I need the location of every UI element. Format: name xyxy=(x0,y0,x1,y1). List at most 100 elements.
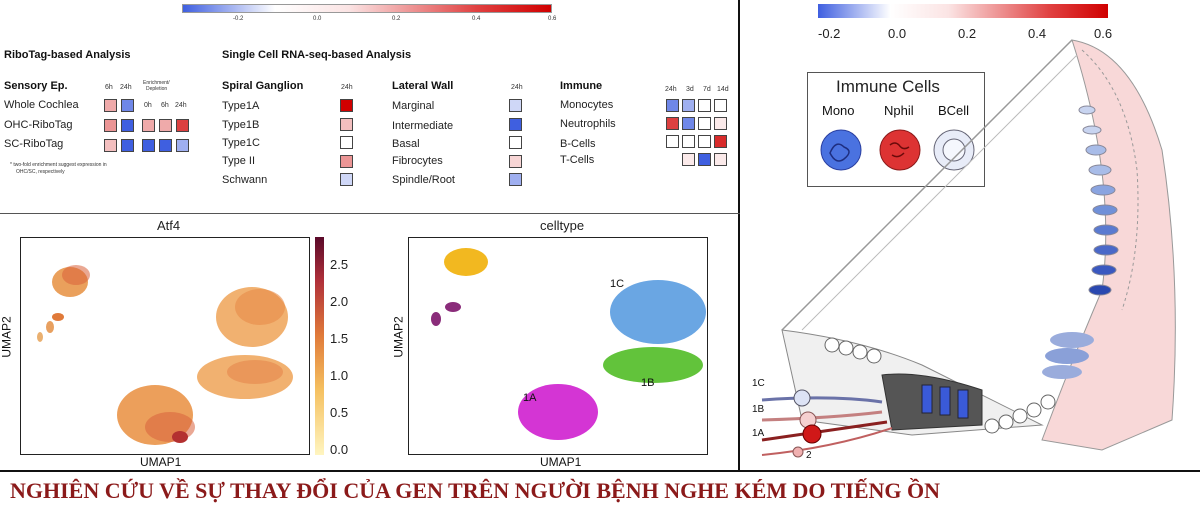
hm-cb-tick: -0.2 xyxy=(233,16,244,22)
cochlea-panel: -0.2 0.0 0.2 0.4 0.6 Immune Cells Mono N… xyxy=(742,0,1200,470)
heatmap-cell xyxy=(666,117,679,130)
heatmap-cell xyxy=(698,117,711,130)
scrna-title: Single Cell RNA-seq-based Analysis xyxy=(222,49,412,61)
hm-cb-tick: 0.6 xyxy=(548,16,557,22)
neuron-label-1b: 1B xyxy=(752,404,765,415)
heatmap-cell xyxy=(159,139,172,152)
hm-cb-tick: 0.2 xyxy=(392,16,401,22)
heatmap-cell xyxy=(104,99,117,112)
spiral-col: 24h xyxy=(341,84,353,91)
celltype-cluster xyxy=(444,248,488,276)
immune-col: 24h xyxy=(665,86,677,93)
celltype-ylabel: UMAP2 xyxy=(391,316,406,358)
atf4-cb-tick: 0.5 xyxy=(330,405,349,420)
heatmap-cell xyxy=(682,117,695,130)
heatmap-cell xyxy=(682,153,695,166)
spiral-row: Type1A xyxy=(222,100,260,112)
heatmap-cell xyxy=(509,99,522,112)
celltype-cluster xyxy=(518,384,598,440)
heatmap-cell xyxy=(698,153,711,166)
immune-legend-title: Immune Cells xyxy=(836,77,940,96)
atf4-cluster xyxy=(197,355,293,399)
umap-celltype-points xyxy=(431,248,706,440)
lateral-row: Marginal xyxy=(392,100,435,112)
celltype-cluster xyxy=(445,302,461,312)
immune-col: 14d xyxy=(717,86,729,93)
atf4-cb-tick: 2.5 xyxy=(330,257,349,272)
heatmap-cell xyxy=(340,136,353,150)
monocyte-icon xyxy=(820,129,862,171)
legend-cell-icons xyxy=(820,129,975,171)
cochlea-cb-tick: 0.0 xyxy=(888,26,907,41)
atf4-cluster xyxy=(37,265,90,342)
lateral-col: 24h xyxy=(511,84,523,91)
panel-divider xyxy=(738,0,740,470)
umap-atf4: Atf4 2.5 2.0 1.5 1.0 0.5 0.0 UMAP1 UMAP2 xyxy=(0,215,370,470)
cluster-label-1a: 1A xyxy=(523,392,537,404)
immune-row: Monocytes xyxy=(560,99,614,111)
cell-column xyxy=(1078,105,1119,296)
heatmap-cell xyxy=(176,119,189,132)
heatmap-cell xyxy=(509,154,522,168)
heatmap-cell xyxy=(682,99,695,112)
heatmap-cell xyxy=(104,119,117,132)
sensory-col-24h: 24h xyxy=(120,84,132,91)
cluster-label-1c: 1C xyxy=(610,278,625,290)
neuron-label-1c: 1C xyxy=(752,378,765,389)
atf4-cluster xyxy=(117,385,195,445)
heatmap-cell xyxy=(714,153,727,166)
sensory-footnote: OHC/SC, respectively xyxy=(16,169,65,175)
neuron-fibers xyxy=(761,389,893,458)
heatmap-cell xyxy=(159,119,172,132)
spiral-row: Type II xyxy=(222,155,256,167)
ribotag-title: RiboTag-based Analysis xyxy=(4,49,131,61)
ligament-cells xyxy=(1042,332,1094,379)
neuron-label-1a: 1A xyxy=(752,428,765,439)
lateral-row: Spindle/Root xyxy=(392,174,455,186)
umap-atf4-points xyxy=(37,265,293,445)
heatmap-cell xyxy=(340,99,353,112)
supporting-cells xyxy=(824,337,1056,434)
immune-col: 7d xyxy=(703,86,711,93)
heatmap-cells xyxy=(0,0,740,214)
heatmap-cell xyxy=(340,117,353,131)
sensory-sub-24h: 24h xyxy=(175,102,187,109)
umap-atf4-frame xyxy=(20,237,310,455)
umap-atf4-colorbar xyxy=(315,237,324,455)
cochlea-cb-tick: -0.2 xyxy=(818,26,841,41)
heatmap-cell xyxy=(714,135,727,148)
atf4-cluster xyxy=(216,287,288,347)
sensory-row: OHC-RiboTag xyxy=(4,119,73,131)
heatmap-cell xyxy=(121,99,134,112)
footer-title: NGHIÊN CỨU VỀ SỰ THAY ĐỔI CỦA GEN TRÊN N… xyxy=(10,478,941,503)
panel-divider xyxy=(0,213,740,214)
heatmap-cell xyxy=(509,136,522,150)
neutrophil-icon xyxy=(879,129,921,171)
immune-row: Neutrophils xyxy=(560,118,616,130)
legend-label-nphil: Nphil xyxy=(884,103,914,118)
celltype-cluster xyxy=(610,280,706,344)
heatmap-cell xyxy=(340,173,353,187)
immune-row: T-Cells xyxy=(560,154,595,166)
cochlea-cb-tick: 0.4 xyxy=(1028,26,1047,41)
cochlea-colorbar xyxy=(818,4,1108,18)
heatmap-cell xyxy=(666,99,679,112)
heatmap-panel: -0.2 0.0 0.2 0.4 0.6 RiboTag-based Analy… xyxy=(0,0,740,214)
umap-celltype-title: celltype xyxy=(540,218,585,233)
hm-cb-tick: 0.4 xyxy=(472,16,481,22)
heatmap-cell xyxy=(714,99,727,112)
atf4-cb-tick: 1.5 xyxy=(330,331,349,346)
lateral-row: Fibrocytes xyxy=(392,155,443,167)
sensory-sub-6h: 6h xyxy=(161,102,169,109)
heatmap-cell xyxy=(682,135,695,148)
neuron-label-2: 2 xyxy=(806,450,812,461)
heatmap-cell xyxy=(509,117,522,131)
umap-celltype: celltype 1C 1B 1A UMAP1 UMAP2 xyxy=(380,215,735,470)
sensory-row: Whole Cochlea xyxy=(4,99,79,111)
enrich-label: Enrichment/ xyxy=(143,80,170,86)
immune-row: B-Cells xyxy=(560,138,596,150)
cluster-label-1b: 1B xyxy=(641,377,655,389)
atf4-cb-tick: 1.0 xyxy=(330,368,349,383)
heatmap-cell xyxy=(698,99,711,112)
celltype-xlabel: UMAP1 xyxy=(540,455,582,469)
